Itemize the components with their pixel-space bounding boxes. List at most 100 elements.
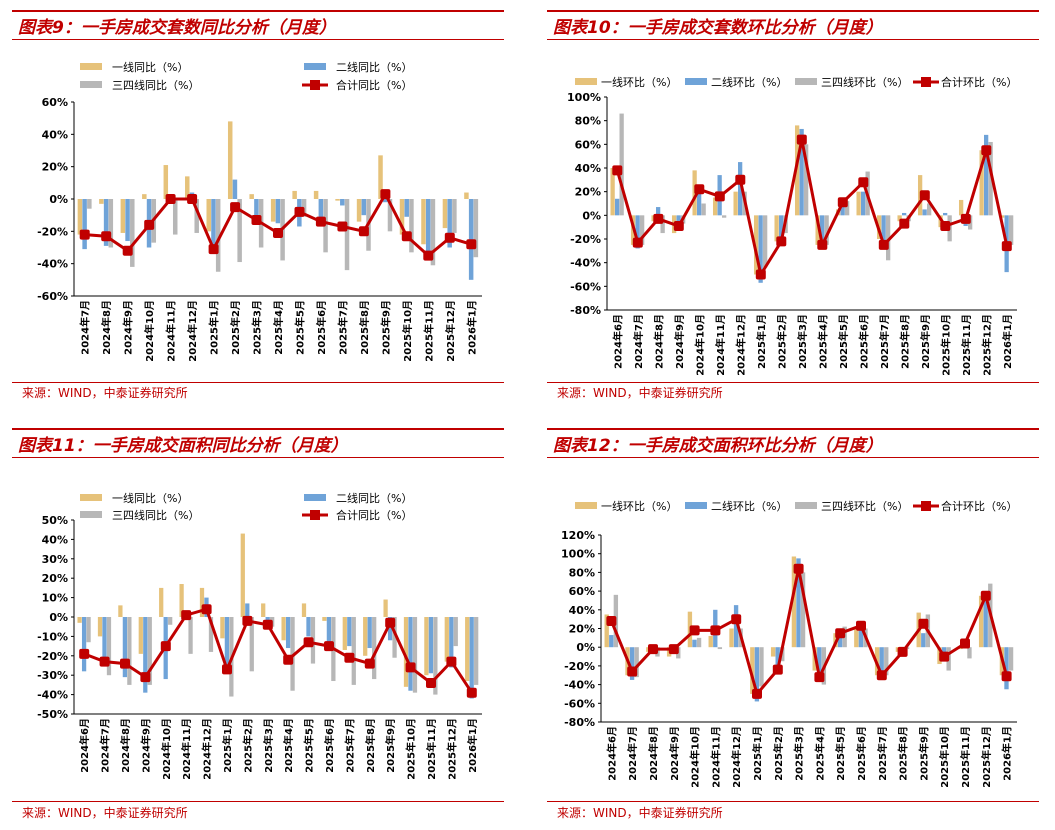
- legend-swatch: [795, 502, 817, 509]
- x-tick-label: 2025年3月: [796, 314, 809, 369]
- bar-tier34: [884, 647, 889, 676]
- x-tick-label: 2024年12月: [734, 314, 747, 376]
- x-tick-label: 2024年6月: [611, 314, 624, 369]
- x-tick-label: 2024年9月: [139, 718, 152, 773]
- y-tick-label: 30%: [42, 553, 68, 566]
- total-point: [120, 658, 130, 669]
- total-point: [668, 644, 679, 655]
- x-tick-label: 2024年8月: [100, 300, 113, 355]
- legend-label: 合计同比（%）: [336, 508, 412, 522]
- y-tick-label: 80%: [575, 115, 601, 128]
- bar-tier2: [449, 617, 454, 668]
- legend-swatch: [80, 511, 102, 518]
- bar-tier34: [86, 617, 91, 643]
- total-point: [689, 625, 700, 636]
- y-tick-label: 60%: [569, 585, 595, 598]
- legend-swatch: [304, 63, 326, 70]
- bar-tier1: [854, 628, 859, 648]
- bar-tier2: [881, 215, 886, 243]
- bar-tier2: [275, 199, 281, 224]
- bar-tier2: [387, 617, 393, 641]
- bar-tier1: [227, 121, 233, 199]
- y-tick-label: -10%: [37, 630, 68, 643]
- x-tick-label: 2024年10月: [143, 300, 156, 362]
- y-tick-label: 0%: [576, 641, 595, 654]
- y-tick-label: 0%: [49, 193, 68, 206]
- y-tick-label: -50%: [37, 708, 68, 721]
- x-tick-label: 2024年6月: [605, 726, 618, 781]
- y-tick-label: 20%: [42, 572, 68, 585]
- bar-tier34: [967, 647, 972, 659]
- panel-title: 图表11：一手房成交面积同比分析（月度）: [12, 428, 504, 458]
- x-tick-label: 2025年8月: [898, 314, 911, 369]
- bar-tier2: [245, 603, 250, 617]
- x-tick-label: 2025年4月: [272, 300, 285, 355]
- bar-tier2: [697, 190, 702, 216]
- bar-tier1: [399, 199, 405, 235]
- total-point: [242, 615, 253, 626]
- total-point: [423, 250, 434, 261]
- bar-tier2: [122, 617, 128, 678]
- bar-tier1: [424, 617, 429, 676]
- y-tick-label: 60%: [42, 96, 68, 109]
- bar-tier34: [106, 617, 112, 676]
- bar-tier1: [220, 617, 225, 639]
- total-point: [385, 617, 396, 628]
- y-tick-label: -30%: [37, 669, 68, 682]
- x-tick-label: 2025年11月: [960, 314, 973, 376]
- x-tick-label: 2024年7月: [632, 314, 645, 369]
- y-tick-label: -60%: [564, 697, 595, 710]
- bar-tier2: [629, 647, 635, 680]
- legend-label: 合计环比（%）: [941, 75, 1017, 89]
- total-point: [919, 190, 930, 201]
- y-tick-label: -60%: [37, 290, 68, 303]
- bar-tier1: [240, 533, 245, 617]
- y-tick-label: -40%: [37, 689, 68, 702]
- total-point: [315, 216, 326, 227]
- bar-tier34: [237, 199, 242, 263]
- bar-tier1: [708, 635, 713, 648]
- x-tick-label: 2025年6月: [315, 300, 328, 355]
- bar-tier34: [619, 113, 624, 216]
- legend-label: 合计环比（%）: [941, 499, 1017, 513]
- bar-tier1: [897, 215, 902, 222]
- x-tick-label: 2024年8月: [652, 314, 665, 369]
- total-point: [446, 656, 457, 667]
- y-tick-label: 100%: [567, 91, 601, 104]
- legend-swatch: [685, 78, 707, 85]
- x-tick-label: 2025年2月: [241, 718, 254, 773]
- total-point: [755, 269, 766, 280]
- panel-title: 图表12：一手房成交面积环比分析（月度）: [547, 428, 1039, 458]
- x-tick-label: 2025年2月: [775, 314, 788, 369]
- total-point: [793, 563, 804, 574]
- x-tick-label: 2024年10月: [693, 314, 706, 376]
- bar-tier2: [754, 647, 760, 702]
- total-point: [735, 174, 746, 185]
- bar-tier1: [281, 617, 286, 641]
- total-point: [466, 239, 477, 250]
- bar-tier34: [344, 199, 350, 271]
- x-tick-label: 2024年10月: [160, 718, 173, 780]
- x-tick-label: 2025年6月: [855, 726, 868, 781]
- total-point: [960, 213, 971, 224]
- bar-tier1: [120, 199, 126, 233]
- total-point: [710, 625, 721, 636]
- bar-tier2: [609, 635, 614, 648]
- bar-tier34: [392, 617, 397, 658]
- panel-title: 图表10：一手房成交套数环比分析（月度）: [547, 10, 1039, 40]
- total-point: [876, 670, 887, 681]
- bar-tier34: [804, 144, 809, 216]
- footer-divider: [12, 801, 504, 802]
- x-tick-label: 2024年12月: [186, 300, 199, 362]
- bar-tier2: [615, 198, 620, 216]
- bar-tier34: [127, 617, 132, 685]
- total-point: [444, 232, 455, 243]
- x-tick-label: 2024年10月: [689, 726, 702, 788]
- bar-tier2: [254, 199, 259, 219]
- bar-tier1: [356, 199, 362, 222]
- bar-tier2: [383, 199, 388, 203]
- x-tick-label: 2025年9月: [917, 726, 930, 781]
- total-point: [632, 237, 643, 248]
- bar-tier1: [774, 215, 779, 242]
- x-tick-label: 2025年8月: [364, 718, 377, 773]
